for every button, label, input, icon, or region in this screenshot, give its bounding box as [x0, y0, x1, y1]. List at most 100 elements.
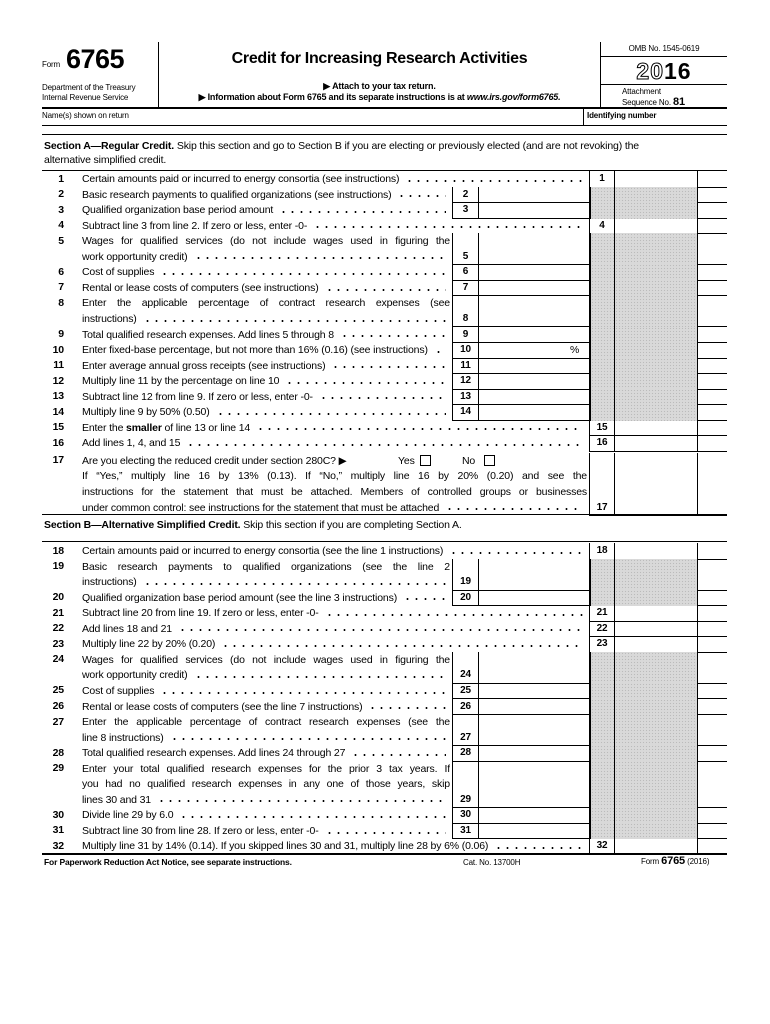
cents-cell: [697, 326, 727, 344]
amount-cell: [478, 558, 590, 591]
dot-leader: [193, 252, 446, 263]
amount-cell: [478, 279, 590, 297]
dot-leader: [445, 503, 583, 514]
line-text-row: Subtract line 3 from line 2. If zero or …: [82, 219, 587, 234]
line-number: 5: [58, 234, 64, 247]
dot-leader: [279, 205, 446, 216]
line-text-row: Subtract line 12 from line 9. If zero or…: [82, 390, 450, 405]
amount-cell: [614, 373, 698, 390]
yes-checkbox[interactable]: [420, 454, 431, 466]
line-number: 26: [52, 700, 65, 712]
box-cell: [452, 651, 479, 684]
box-label: 24: [460, 669, 471, 681]
section-heading: Section B—Alternative Simplified Credit.…: [44, 519, 462, 531]
line-text: Wages for qualified services (do not inc…: [82, 235, 450, 248]
box-label: 11: [460, 359, 471, 371]
cents-cell: [697, 589, 727, 607]
line-text-row: Cost of supplies: [82, 684, 450, 699]
shaded-cell: [590, 295, 698, 328]
amount-cell: [478, 357, 590, 375]
amount-cell: [478, 202, 590, 219]
box-cell: [452, 558, 479, 591]
box-cell: [452, 682, 479, 700]
line-text: Total qualified research expenses. Add l…: [82, 328, 334, 341]
box-label: 5: [462, 250, 469, 262]
line-text: Multiply line 31 by 14% (0.14). If you s…: [82, 840, 489, 853]
amount-cell: [478, 745, 590, 762]
cents-cell: [697, 373, 727, 390]
cents-cell: [697, 435, 727, 452]
dot-leader: [256, 423, 583, 434]
amount-cell: [614, 419, 698, 437]
line-number: 17: [52, 454, 65, 467]
divider: [600, 42, 601, 108]
box-cell: [452, 202, 479, 219]
line-text-row: Total qualified research expenses. Add l…: [82, 746, 450, 761]
box-label: 4: [599, 219, 605, 231]
box-label: 32: [596, 840, 608, 852]
line-number: 2: [58, 188, 64, 201]
box-label: 9: [462, 328, 469, 340]
dot-leader: [368, 702, 446, 712]
line-text: Wages for qualified services (do not inc…: [82, 653, 450, 666]
dot-leader: [160, 686, 446, 697]
tax-year: 2016: [601, 58, 727, 85]
department: Internal Revenue Service: [42, 93, 129, 102]
info-note: ▶ Information about Form 6765 and its se…: [159, 92, 600, 103]
form-label: Form: [42, 60, 61, 69]
cents-cell: [697, 202, 727, 219]
box-cell: [452, 264, 479, 281]
amount-cell: [614, 357, 698, 375]
cents-cell: [697, 838, 727, 855]
box-label: 12: [460, 375, 471, 387]
amount-cell: [614, 807, 698, 824]
sequence-number: 81: [672, 96, 685, 108]
line-text-row: Rental or lease costs of computers (see …: [82, 700, 450, 715]
amount-cell: [614, 264, 698, 281]
line-text-row: Multiply line 31 by 14% (0.14). If you s…: [82, 839, 587, 854]
dot-leader: [177, 624, 583, 635]
unit: %: [570, 344, 580, 357]
box-cell: [452, 326, 479, 344]
text-run: of line 13 or line 14: [161, 421, 251, 434]
box-cell: [452, 698, 479, 716]
line-text-row: Qualified organization base period amoun…: [82, 203, 450, 218]
text-run: Enter the: [82, 421, 127, 434]
shaded-cell: [590, 357, 698, 375]
box-cell: [589, 838, 615, 855]
rule: [42, 170, 727, 171]
dot-leader: [160, 267, 446, 278]
box-label: 13: [460, 390, 471, 402]
line-number: 7: [58, 281, 64, 294]
shaded-cell: [590, 404, 698, 421]
amount-cell: [614, 636, 698, 653]
box-label: 28: [460, 747, 471, 759]
line-text-row: Subtract line 20 from line 19. If zero o…: [82, 606, 587, 621]
amount-cell: [614, 435, 698, 452]
line-text: Enter the applicable percentage of contr…: [82, 297, 450, 310]
no-checkbox[interactable]: [484, 454, 495, 466]
line-text-row: Add lines 18 and 21: [82, 622, 587, 637]
line-text: Subtract line 12 from line 9. If zero or…: [82, 390, 313, 403]
line-text: Qualified organization base period amoun…: [82, 204, 274, 217]
cents-cell: [697, 651, 727, 684]
amount-cell: [478, 264, 590, 281]
cents-cell: [697, 171, 727, 188]
footer-form: Form 6765 (2016): [641, 855, 709, 867]
line-text-row: Certain amounts paid or incurred to ener…: [82, 544, 587, 559]
attach-note: ▶ Attach to your tax return.: [323, 81, 436, 91]
amount-cell: [614, 388, 698, 406]
line-number: 8: [58, 296, 64, 309]
amount-cell: [478, 714, 590, 747]
line-text: instructions): [82, 312, 137, 325]
dot-leader: [339, 330, 446, 340]
amount-cell: [614, 589, 698, 607]
shaded-cell: [590, 558, 698, 591]
line-number: 18: [52, 544, 65, 557]
line-text: Add lines 1, 4, and 15: [82, 437, 181, 450]
box-label: 16: [596, 437, 608, 449]
shaded-cell: [590, 682, 698, 700]
box-cell: [452, 186, 479, 204]
cents-cell: [697, 558, 727, 591]
box-label: 10: [460, 344, 471, 356]
